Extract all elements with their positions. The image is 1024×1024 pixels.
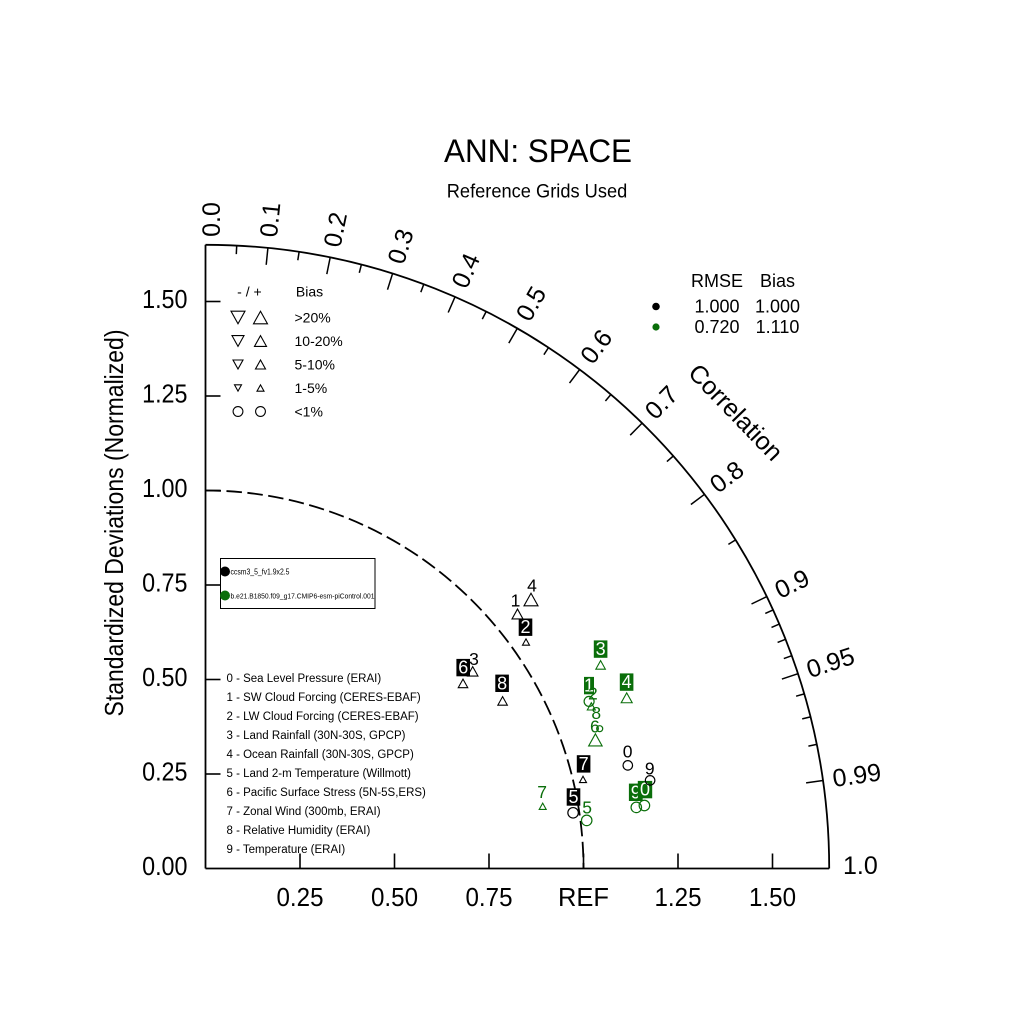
svg-text:9 - Temperature (ERAI): 9 - Temperature (ERAI) <box>227 844 346 856</box>
svg-text:8: 8 <box>591 703 601 723</box>
svg-text:4: 4 <box>622 672 632 692</box>
svg-text:RMSE: RMSE <box>691 271 743 291</box>
svg-text:0.75: 0.75 <box>142 569 187 597</box>
svg-text:Bias: Bias <box>760 271 795 291</box>
svg-text:Standardized Deviations (Norma: Standardized Deviations (Normalized) <box>99 330 129 717</box>
svg-text:1.000: 1.000 <box>755 297 800 317</box>
svg-text:10-20%: 10-20% <box>295 333 343 349</box>
svg-text:0.6: 0.6 <box>575 325 618 370</box>
svg-text:5 - Land 2-m Temperature (Will: 5 - Land 2-m Temperature (Willmott) <box>227 768 412 780</box>
svg-text:2: 2 <box>588 683 598 703</box>
svg-text:- / +: - / + <box>237 284 262 300</box>
svg-text:3 - Land Rainfall (30N-30S, GP: 3 - Land Rainfall (30N-30S, GPCP) <box>227 730 406 742</box>
svg-text:1.50: 1.50 <box>749 884 796 912</box>
svg-text:0 - Sea Level Pressure (ERAI): 0 - Sea Level Pressure (ERAI) <box>227 673 382 685</box>
svg-text:9: 9 <box>645 759 655 779</box>
svg-text:1.00: 1.00 <box>142 475 187 503</box>
svg-text:0: 0 <box>640 780 650 800</box>
svg-text:Correlation: Correlation <box>683 359 789 467</box>
svg-text:5-10%: 5-10% <box>295 357 335 373</box>
svg-text:0.8: 0.8 <box>705 456 750 499</box>
svg-text:7 - Zonal Wind (300mb, ERAI): 7 - Zonal Wind (300mb, ERAI) <box>227 806 381 818</box>
svg-text:<1%: <1% <box>295 404 323 420</box>
svg-text:0.3: 0.3 <box>383 226 420 268</box>
svg-text:0.95: 0.95 <box>803 642 858 684</box>
svg-text:0.00: 0.00 <box>142 853 187 881</box>
svg-text:ccsm3_5_fv1.9x2.5: ccsm3_5_fv1.9x2.5 <box>231 568 290 577</box>
svg-text:0: 0 <box>623 742 633 762</box>
svg-text:0.50: 0.50 <box>142 664 187 692</box>
svg-text:0.75: 0.75 <box>466 884 513 912</box>
svg-text:1.0: 1.0 <box>843 852 878 880</box>
svg-text:1.25: 1.25 <box>142 380 187 408</box>
svg-text:0.1: 0.1 <box>255 201 286 238</box>
svg-text:6 - Pacific Surface Stress (5N: 6 - Pacific Surface Stress (5N-5S,ERS) <box>227 787 427 799</box>
svg-text:7: 7 <box>537 782 547 802</box>
svg-text:ANN: SPACE: ANN: SPACE <box>444 132 632 169</box>
svg-text:b.e21.B1850.f09_g17.CMIP6-esm-: b.e21.B1850.f09_g17.CMIP6-esm-piControl.… <box>231 592 375 601</box>
svg-text:1-5%: 1-5% <box>295 380 328 396</box>
svg-text:2 - LW Cloud Forcing (CERES-EB: 2 - LW Cloud Forcing (CERES-EBAF) <box>227 711 419 723</box>
svg-text:Reference Grids Used: Reference Grids Used <box>447 180 628 202</box>
svg-text:0.720: 0.720 <box>694 317 739 337</box>
svg-text:REF: REF <box>558 884 609 912</box>
svg-text:8 - Relative Humidity (ERAI): 8 - Relative Humidity (ERAI) <box>227 825 371 837</box>
svg-text:7: 7 <box>579 754 589 774</box>
svg-text:8: 8 <box>497 673 507 693</box>
svg-text:5: 5 <box>582 798 592 818</box>
svg-text:0.9: 0.9 <box>771 564 814 604</box>
svg-text:0.2: 0.2 <box>319 210 353 250</box>
svg-text:0.0: 0.0 <box>198 202 226 237</box>
svg-text:0.99: 0.99 <box>831 758 883 793</box>
svg-text:6: 6 <box>590 716 600 736</box>
svg-text:9: 9 <box>631 782 641 802</box>
svg-text:6: 6 <box>458 658 468 678</box>
svg-text:>20%: >20% <box>295 310 331 326</box>
svg-text:1: 1 <box>511 590 521 610</box>
svg-text:0.5: 0.5 <box>511 282 553 326</box>
svg-text:0.25: 0.25 <box>277 884 324 912</box>
svg-text:4 - Ocean Rainfall (30N-30S, G: 4 - Ocean Rainfall (30N-30S, GPCP) <box>227 749 414 761</box>
svg-text:1 - SW Cloud Forcing (CERES-EB: 1 - SW Cloud Forcing (CERES-EBAF) <box>227 692 421 704</box>
svg-text:0.4: 0.4 <box>447 249 487 292</box>
svg-text:1.50: 1.50 <box>142 286 187 314</box>
svg-text:5: 5 <box>568 787 578 807</box>
svg-text:4: 4 <box>527 575 537 595</box>
svg-text:0.25: 0.25 <box>142 758 187 786</box>
svg-text:2: 2 <box>520 617 530 637</box>
svg-text:3: 3 <box>596 639 606 659</box>
svg-text:1.25: 1.25 <box>655 884 702 912</box>
svg-text:Bias: Bias <box>296 284 323 300</box>
svg-text:3: 3 <box>469 649 479 669</box>
svg-text:0.7: 0.7 <box>640 381 684 425</box>
svg-text:0.50: 0.50 <box>371 884 418 912</box>
svg-text:1.110: 1.110 <box>756 317 800 337</box>
svg-text:1: 1 <box>584 676 594 696</box>
svg-text:1.000: 1.000 <box>694 297 739 317</box>
